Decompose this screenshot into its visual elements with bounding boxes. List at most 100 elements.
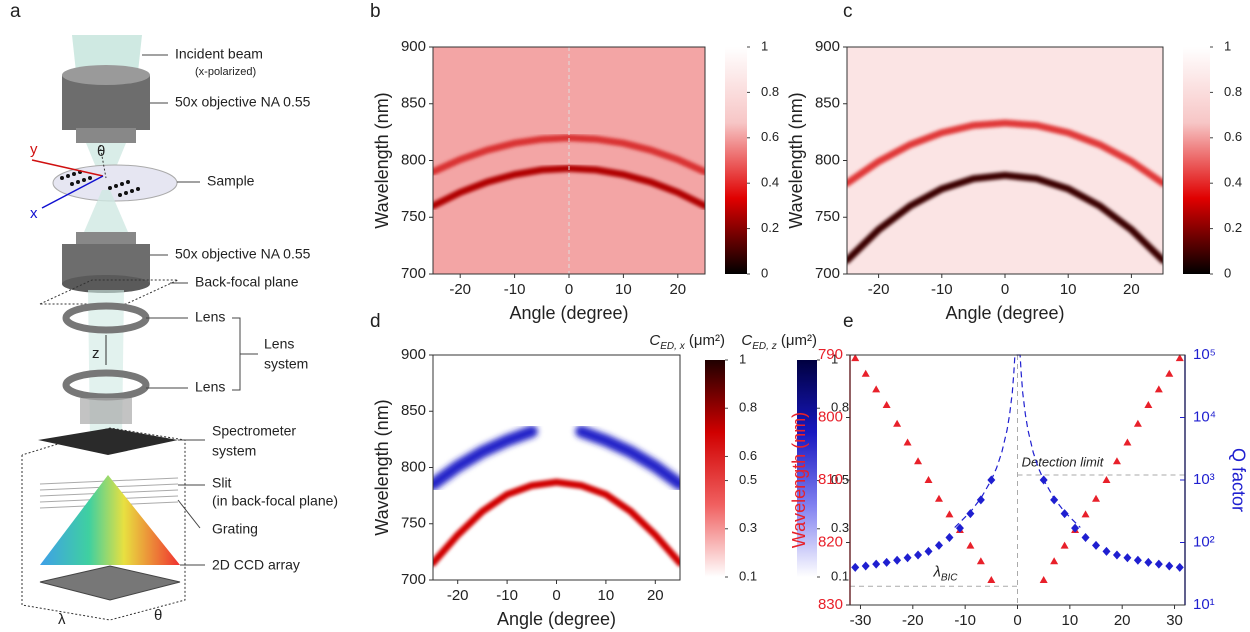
dispersion bbox=[40, 475, 180, 565]
triangle-marker bbox=[1144, 401, 1153, 408]
label: system bbox=[264, 356, 308, 372]
triangle-marker bbox=[903, 438, 912, 446]
label: Lens bbox=[195, 309, 225, 325]
x-tick-label: 0 bbox=[552, 587, 560, 604]
diamond-marker bbox=[934, 540, 943, 550]
axis-letter: λ bbox=[58, 611, 66, 628]
sample bbox=[52, 164, 178, 202]
diamond-marker bbox=[1175, 562, 1184, 572]
label-subscript: ED, x bbox=[660, 341, 685, 352]
diamond-marker bbox=[914, 550, 923, 560]
leaders bbox=[142, 54, 258, 566]
diamond-marker bbox=[882, 557, 891, 567]
y-arrow bbox=[31, 159, 104, 177]
label-subscript: BIC bbox=[941, 572, 958, 583]
diamond-marker bbox=[1123, 553, 1132, 563]
label: Incident beam bbox=[175, 46, 263, 62]
y-tick-label: 790 bbox=[818, 346, 843, 363]
heatmap-background bbox=[433, 355, 680, 580]
y-tick-label: 850 bbox=[401, 95, 426, 112]
x-axis-label: Angle (degree) bbox=[497, 609, 616, 629]
label: CED, x (μm²) bbox=[649, 332, 725, 352]
y-tick-label: 810 bbox=[818, 471, 843, 488]
label: (in back-focal plane) bbox=[212, 493, 338, 509]
resonance-curve bbox=[847, 119, 1163, 187]
y-tick-label: 800 bbox=[815, 151, 840, 168]
diamond-marker bbox=[1092, 540, 1101, 550]
triangle-marker bbox=[1154, 385, 1163, 393]
colorbar-tick-label: 0.1 bbox=[831, 568, 849, 583]
label: Back-focal plane bbox=[195, 274, 299, 290]
colorbar-tick-label: 0.2 bbox=[761, 220, 779, 235]
diamond-marker bbox=[976, 495, 985, 505]
x-tick-label: -20 bbox=[902, 612, 924, 629]
triangle-marker bbox=[872, 385, 881, 393]
resonance-curve bbox=[847, 171, 1163, 264]
x-axis-label: Angle (degree) bbox=[945, 303, 1064, 323]
x-tick-label: -10 bbox=[931, 281, 953, 298]
label-subscript: ED, z bbox=[752, 341, 776, 352]
label: system bbox=[212, 443, 256, 459]
colorbar bbox=[725, 47, 747, 274]
diamond-marker bbox=[851, 562, 860, 572]
colorbar-tick-label: 0.4 bbox=[1224, 175, 1242, 190]
colorbar bbox=[705, 360, 725, 577]
panel-letters: a b c d e bbox=[10, 1, 854, 332]
y-tick-label: 700 bbox=[401, 265, 426, 282]
diamond-marker bbox=[1081, 533, 1090, 543]
axis-letter: θ bbox=[97, 143, 105, 160]
objective bbox=[62, 65, 150, 85]
sample-dots bbox=[60, 170, 140, 197]
triangle-marker bbox=[1123, 438, 1132, 446]
triangle-marker bbox=[1175, 354, 1184, 362]
colorbar-tick-label: 1 bbox=[761, 38, 768, 53]
y-tick-label: 750 bbox=[401, 208, 426, 225]
theta-guide bbox=[99, 144, 107, 179]
y-tick-label: 850 bbox=[815, 95, 840, 112]
y-tick-label: 900 bbox=[401, 346, 426, 363]
triangle-marker bbox=[893, 419, 902, 427]
triangle-marker bbox=[1081, 510, 1090, 518]
axis-letter: x bbox=[30, 205, 38, 222]
beam bbox=[84, 190, 128, 232]
label: (x-polarized) bbox=[195, 66, 256, 78]
triangle-marker bbox=[1165, 369, 1174, 377]
colorbar-tick-label: 0.1 bbox=[739, 568, 757, 583]
y2-tick-label: 10⁴ bbox=[1193, 408, 1216, 425]
diamond-marker bbox=[903, 553, 912, 563]
label-unit: (μm²) bbox=[685, 332, 725, 349]
x-tick-label: -20 bbox=[868, 281, 890, 298]
label-unit: (μm²) bbox=[777, 332, 817, 349]
label: 50x objective NA 0.55 bbox=[175, 94, 311, 110]
label-symbol: C bbox=[741, 332, 752, 349]
x-tick-label: 0 bbox=[1013, 612, 1021, 629]
x-tick-label: 10 bbox=[1060, 281, 1077, 298]
diamond-marker bbox=[955, 523, 964, 533]
triangle-marker bbox=[914, 457, 923, 465]
diamond-marker bbox=[1165, 561, 1174, 571]
panel-letter: d bbox=[370, 311, 381, 332]
triangle-marker bbox=[1133, 419, 1142, 427]
triangle-marker bbox=[1102, 476, 1111, 483]
triangle-marker bbox=[934, 494, 943, 502]
y-tick-label: 700 bbox=[401, 571, 426, 588]
colorbar-tick-label: 0.6 bbox=[761, 129, 779, 144]
triangle-marker bbox=[945, 510, 954, 518]
colorbar-tick-label: 0.8 bbox=[739, 400, 757, 415]
beam bbox=[86, 143, 126, 182]
diamond-marker bbox=[1102, 546, 1111, 556]
resonance-curve bbox=[433, 134, 705, 176]
triangle-marker bbox=[1112, 457, 1121, 465]
diamond-marker bbox=[966, 509, 975, 519]
heatmap-curves bbox=[433, 425, 680, 567]
colorbar-tick-label: 0.3 bbox=[739, 520, 757, 535]
triangle-marker bbox=[924, 476, 933, 483]
y2-tick-label: 10³ bbox=[1193, 471, 1215, 488]
colorbar-tick-label: 0.2 bbox=[1224, 220, 1242, 235]
y-axis-label: Wavelength (nm) bbox=[786, 92, 806, 228]
y-tick-label: 850 bbox=[401, 402, 426, 419]
colorbar-tick-label: 0.5 bbox=[831, 472, 849, 487]
diamond-marker bbox=[924, 546, 933, 556]
diamond-marker bbox=[1060, 509, 1069, 519]
